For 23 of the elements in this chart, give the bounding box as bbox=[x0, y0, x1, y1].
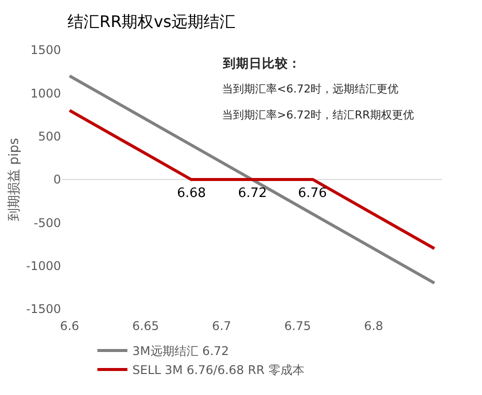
annotation: 到期日比较： bbox=[222, 56, 301, 70]
x-tick-label: 6.6 bbox=[60, 319, 80, 333]
chart-title: 结汇RR期权vs远期结汇 bbox=[67, 12, 236, 31]
annotation: 6.72 bbox=[238, 186, 267, 201]
y-axis-title: 到期损益 pips bbox=[7, 138, 22, 222]
line-series bbox=[68, 108, 436, 250]
legend-label: SELL 3M 6.76/6.68 RR 零成本 bbox=[132, 363, 304, 378]
x-tick-label: 6.8 bbox=[364, 319, 384, 333]
legend-label: 3M远期结汇 6.72 bbox=[132, 344, 229, 358]
y-tick-label: -1000 bbox=[26, 259, 61, 274]
x-tick-label: 6.7 bbox=[212, 319, 232, 333]
y-tick-label: 1000 bbox=[30, 86, 61, 100]
annotation: 当到期汇率>6.72时，结汇RR期权更优 bbox=[222, 108, 414, 122]
y-tick-label: -500 bbox=[34, 216, 61, 230]
x-tick-label: 6.65 bbox=[132, 319, 159, 333]
y-tick-label: 500 bbox=[38, 130, 61, 144]
annotation: 当到期汇率<6.72时，远期结汇更优 bbox=[222, 82, 399, 96]
y-tick-label: 0 bbox=[53, 172, 61, 187]
y-tick-label: -1500 bbox=[26, 302, 61, 316]
y-tick-label: 1500 bbox=[30, 43, 61, 58]
x-tick-label: 6.75 bbox=[284, 319, 311, 333]
annotation: 6.76 bbox=[298, 186, 327, 201]
annotation: 6.68 bbox=[177, 186, 206, 201]
